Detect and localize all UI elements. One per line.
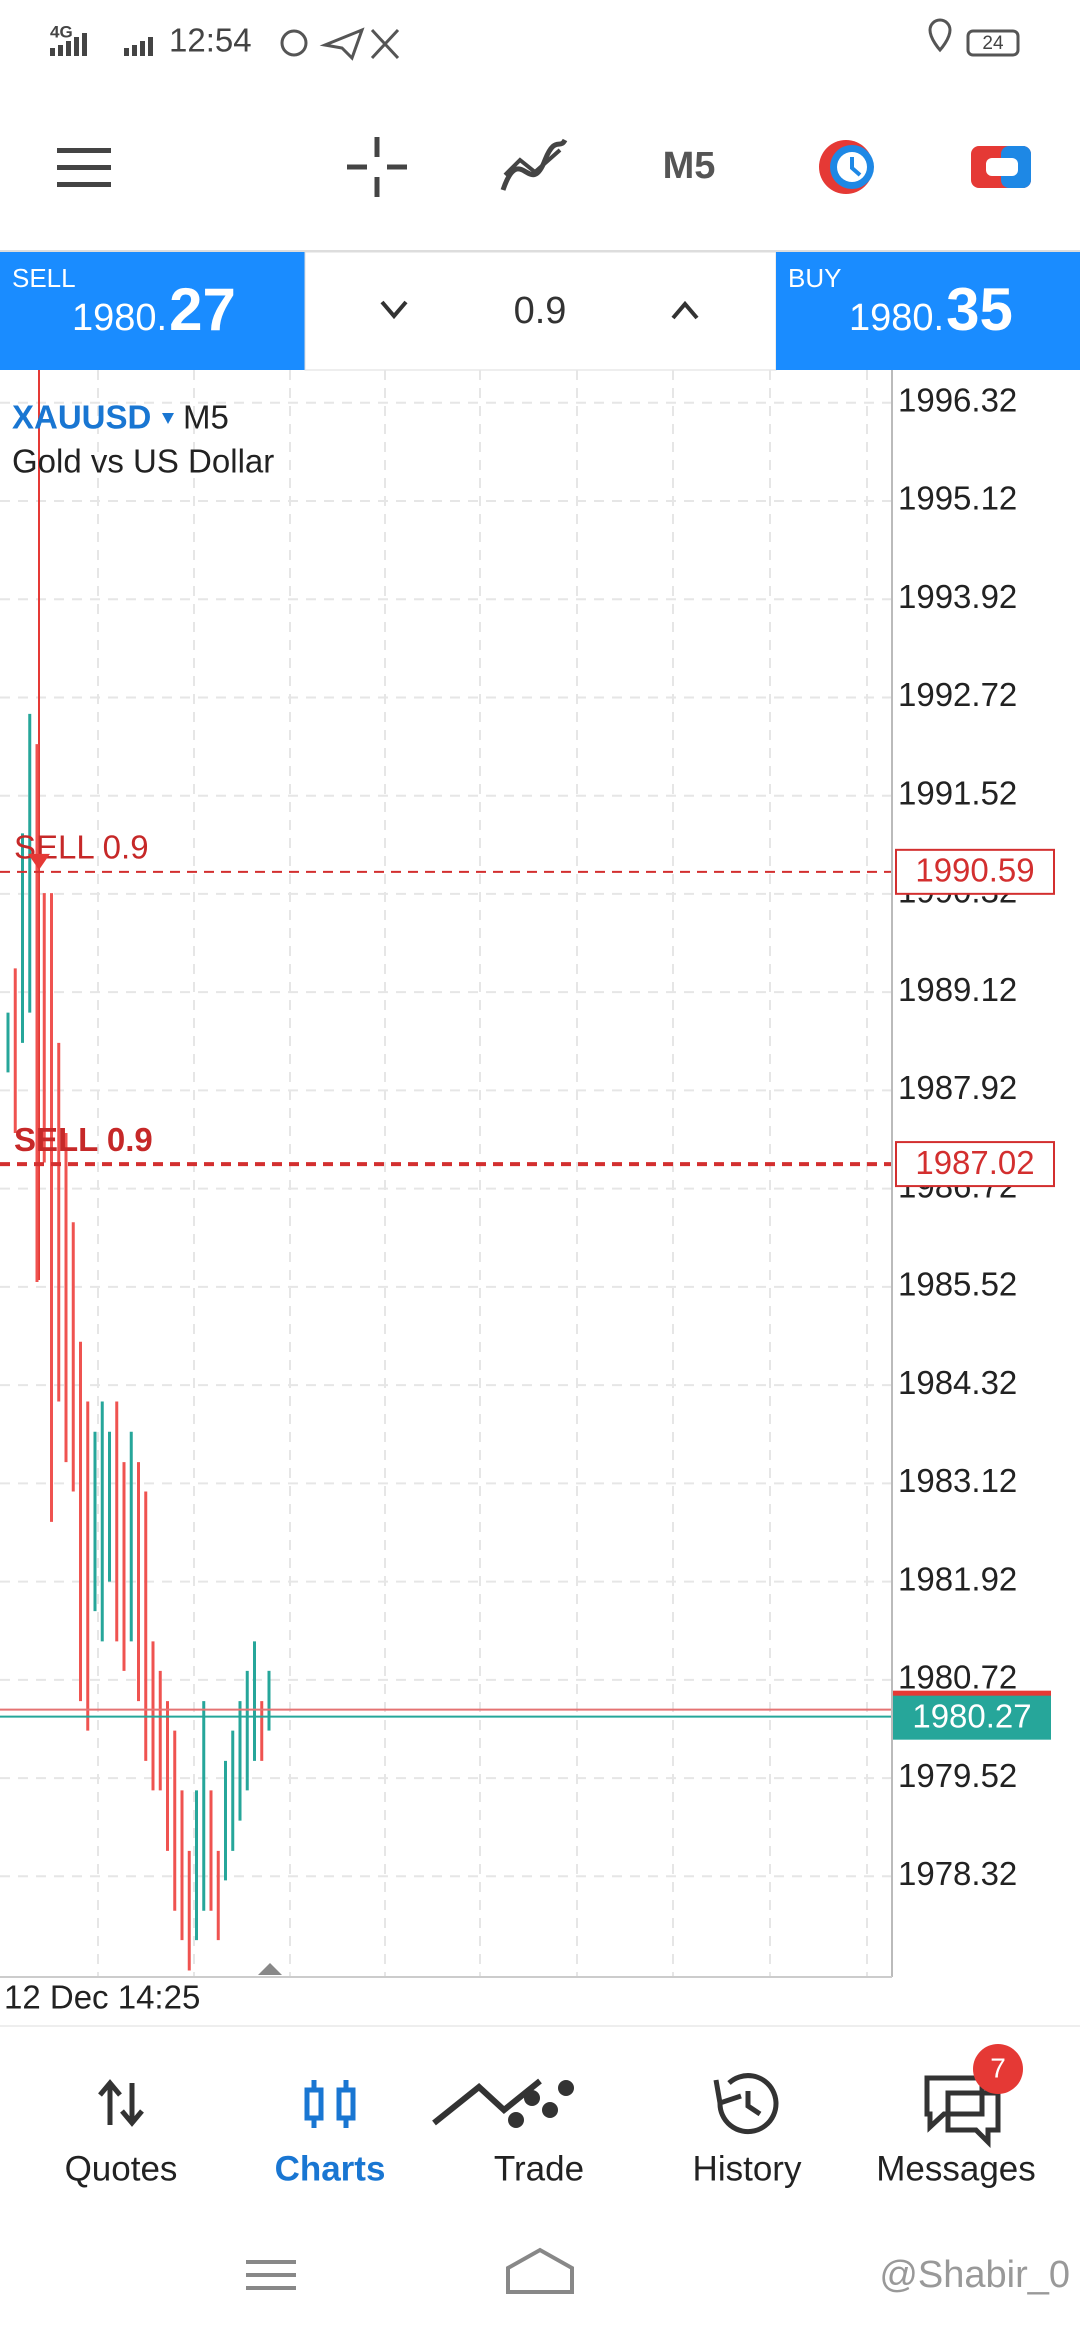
buy-button[interactable] bbox=[776, 252, 1080, 370]
order-price-box bbox=[895, 1141, 1055, 1188]
badge bbox=[973, 2044, 1023, 2094]
battery-icon bbox=[966, 29, 1020, 57]
y-tick-label: 1983.12 bbox=[898, 1462, 1017, 1499]
app-icons bbox=[280, 27, 400, 61]
order-label: SELL 0.9 bbox=[14, 1121, 153, 1158]
chart-timeframe: M5 bbox=[183, 399, 229, 436]
sell-label: SELL bbox=[12, 263, 76, 293]
time-label: 12 Dec 14:25 bbox=[4, 1979, 200, 2016]
bid-price-box bbox=[893, 1695, 1051, 1740]
sell-price-main: 1980. bbox=[72, 297, 167, 339]
y-tick-label: 1995.12 bbox=[898, 480, 1017, 517]
y-tick-label: 1989.12 bbox=[898, 971, 1017, 1008]
nav-icons bbox=[98, 2073, 1001, 2149]
system-home[interactable] bbox=[506, 2247, 574, 2294]
scroll-marker bbox=[258, 1963, 282, 1975]
y-tick-label: 1987.92 bbox=[898, 1069, 1017, 1106]
clock: 12:54 bbox=[169, 22, 252, 59]
volume[interactable]: 0.9 bbox=[514, 290, 567, 332]
y-tick-label: 1985.52 bbox=[898, 1266, 1017, 1303]
trade-clock-button[interactable] bbox=[819, 140, 874, 194]
watermark: @Shabir_0 bbox=[879, 2254, 1070, 2296]
nav-item[interactable]: Messages bbox=[876, 2149, 1036, 2188]
bid-price: 1980.27 bbox=[912, 1697, 1031, 1734]
symbol[interactable]: XAUUSD bbox=[12, 399, 151, 436]
indicators-icon-line bbox=[503, 148, 562, 177]
y-tick-label: 1991.52 bbox=[898, 774, 1017, 811]
y-tick-label: 1979.52 bbox=[898, 1757, 1017, 1794]
crosshair-button[interactable] bbox=[347, 137, 407, 197]
nav-item[interactable]: Charts bbox=[275, 2149, 386, 2188]
y-tick-label: 1984.32 bbox=[898, 1364, 1017, 1401]
status-bar bbox=[0, 0, 1080, 90]
bottom-nav: Quotes Charts Trade History Messages bbox=[65, 2149, 1036, 2188]
battery-level: 24 bbox=[982, 33, 1004, 54]
symbol-dropdown[interactable] bbox=[162, 413, 174, 424]
order-price: 1987.02 bbox=[915, 1144, 1034, 1181]
volume-panel bbox=[304, 251, 777, 371]
order-arrow bbox=[28, 853, 50, 870]
nav-item[interactable]: Quotes bbox=[65, 2149, 178, 2188]
y-tick-label: 1981.92 bbox=[898, 1560, 1017, 1597]
y-tick-label: 1992.72 bbox=[898, 676, 1017, 713]
network-type: 4G bbox=[50, 22, 73, 41]
nav-item[interactable]: Trade bbox=[494, 2149, 584, 2188]
y-tick-label: 1978.32 bbox=[898, 1855, 1017, 1892]
trade-icon-dots bbox=[508, 2080, 574, 2128]
buy-price-big: 35 bbox=[946, 276, 1013, 343]
y-tick-label: 1980.72 bbox=[898, 1659, 1017, 1696]
ask-marker bbox=[893, 1690, 1051, 1697]
timeframe-button[interactable]: M5 bbox=[663, 145, 716, 187]
badge-count: 7 bbox=[990, 2052, 1006, 2083]
chart: 1996.32 1995.12 1993.92 1992.72 1991.52 1990.… bbox=[0, 370, 1055, 1977]
y-tick-label: 1996.32 bbox=[898, 381, 1017, 418]
charts-icon bbox=[304, 2080, 356, 2128]
sell-button[interactable] bbox=[0, 252, 305, 370]
buy-label: BUY bbox=[788, 263, 841, 293]
location-icon bbox=[928, 18, 952, 53]
y-tick-label: 1993.92 bbox=[898, 578, 1017, 615]
system-menu[interactable] bbox=[246, 2260, 296, 2290]
sell-price-big: 27 bbox=[169, 276, 236, 343]
nav-item[interactable]: History bbox=[693, 2149, 802, 2188]
volume-up[interactable] bbox=[671, 300, 699, 320]
menu-button[interactable] bbox=[57, 148, 111, 187]
buy-price-main: 1980. bbox=[849, 297, 944, 339]
symbol-description: Gold vs US Dollar bbox=[12, 443, 274, 480]
order-price-box bbox=[895, 848, 1055, 895]
signal-icon bbox=[50, 33, 153, 56]
order-price: 1990.59 bbox=[915, 852, 1034, 889]
one-click-button[interactable] bbox=[971, 146, 1031, 188]
volume-down[interactable] bbox=[380, 300, 408, 320]
